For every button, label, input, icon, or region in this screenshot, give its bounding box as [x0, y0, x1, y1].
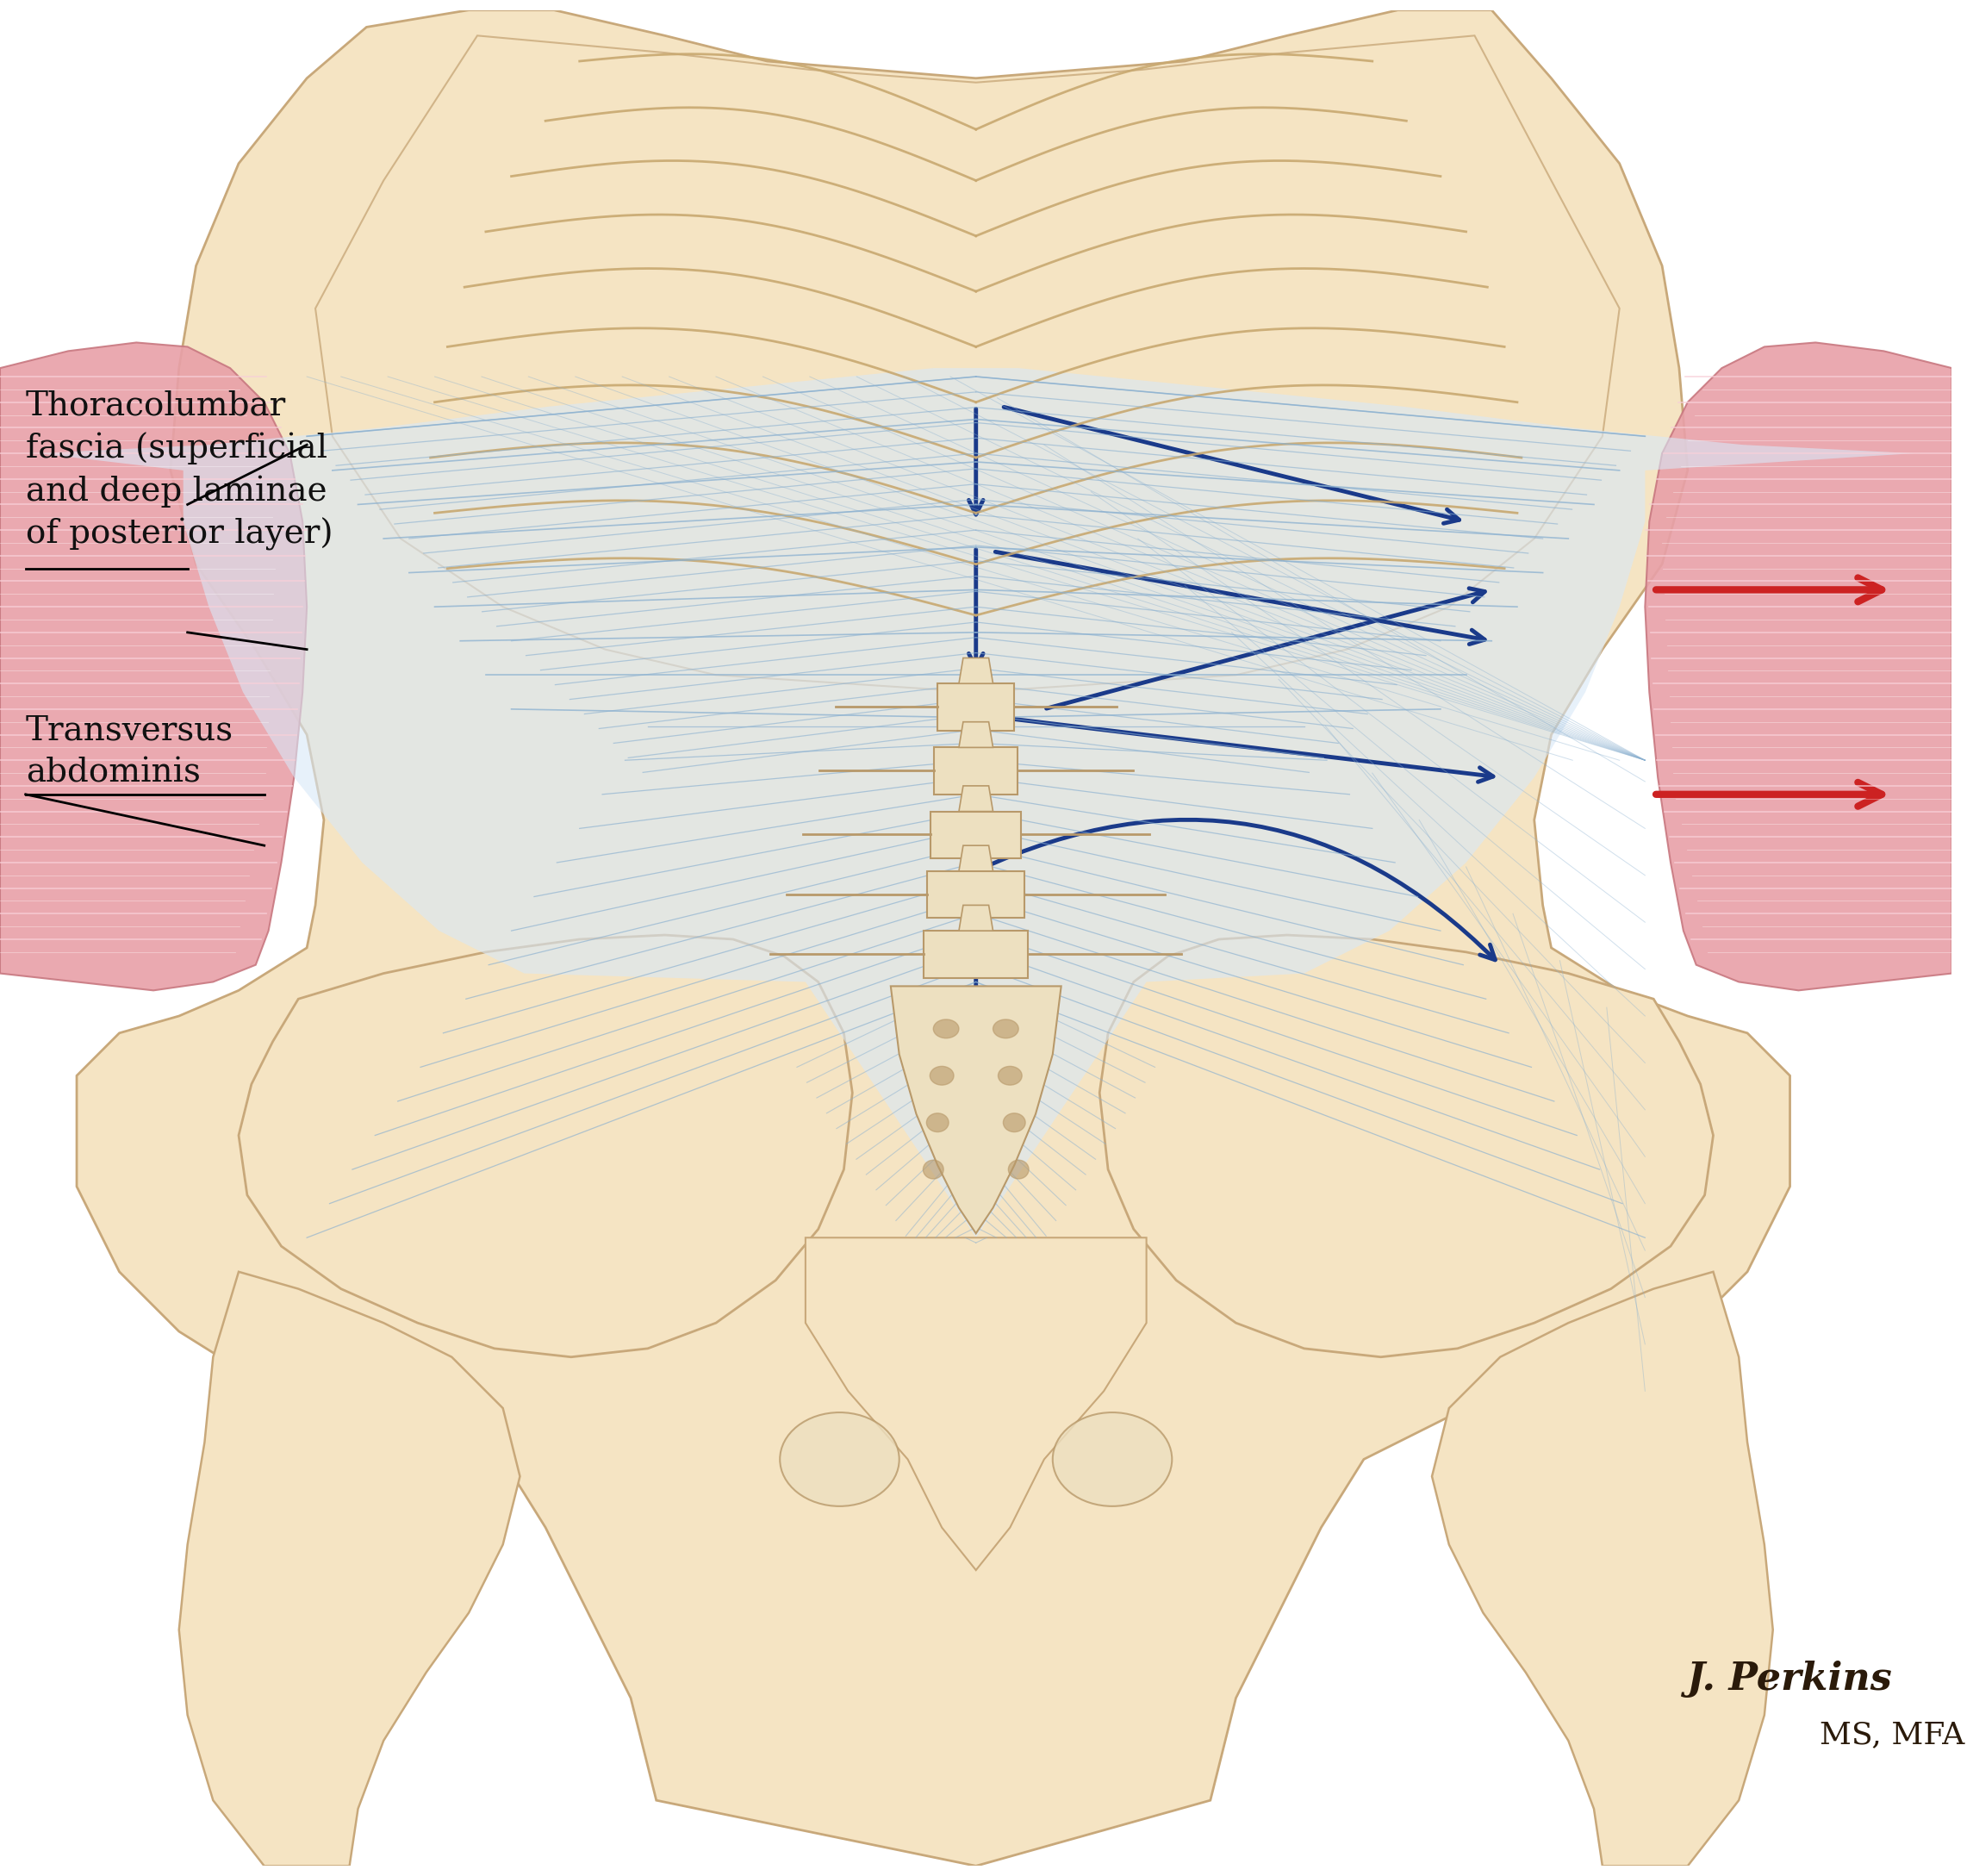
Polygon shape [37, 368, 1914, 1238]
Polygon shape [933, 747, 1018, 794]
Polygon shape [959, 846, 992, 870]
Polygon shape [805, 1238, 1146, 1570]
Text: Thoracolumbar
fascia (superficial
and deep laminae
of posterior layer): Thoracolumbar fascia (superficial and de… [26, 390, 333, 552]
Ellipse shape [933, 1019, 959, 1037]
Ellipse shape [1008, 1159, 1028, 1178]
Polygon shape [959, 658, 992, 683]
Polygon shape [1432, 1272, 1774, 1867]
Ellipse shape [992, 1019, 1018, 1037]
Text: Transversus
abdominis: Transversus abdominis [26, 715, 233, 788]
Polygon shape [937, 683, 1014, 730]
Polygon shape [959, 786, 992, 812]
Polygon shape [1099, 934, 1713, 1356]
Polygon shape [180, 1272, 521, 1867]
Ellipse shape [1002, 1112, 1026, 1131]
Ellipse shape [998, 1066, 1022, 1084]
Polygon shape [959, 906, 992, 930]
Ellipse shape [929, 1066, 953, 1084]
Text: MS, MFA: MS, MFA [1819, 1720, 1965, 1748]
Polygon shape [959, 722, 992, 747]
Polygon shape [931, 812, 1022, 859]
Ellipse shape [927, 1112, 949, 1131]
Polygon shape [890, 987, 1061, 1233]
Polygon shape [1645, 343, 1951, 991]
Polygon shape [0, 343, 308, 991]
Polygon shape [923, 930, 1028, 977]
Ellipse shape [1054, 1413, 1172, 1506]
Polygon shape [927, 870, 1024, 917]
Polygon shape [77, 9, 1790, 1867]
Polygon shape [239, 934, 852, 1356]
Polygon shape [316, 36, 1620, 692]
Ellipse shape [923, 1159, 943, 1178]
Ellipse shape [779, 1413, 900, 1506]
Text: J. Perkins: J. Perkins [1687, 1660, 1892, 1698]
